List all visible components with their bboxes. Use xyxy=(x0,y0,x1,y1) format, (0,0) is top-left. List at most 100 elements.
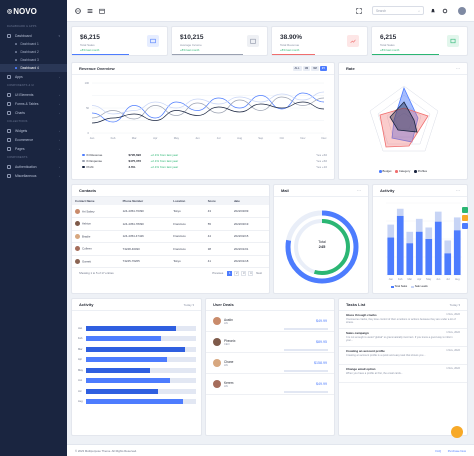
filter-dropdown[interactable]: Today ▾ xyxy=(183,302,194,307)
legend-row-expense: IN Expense $475,376 +2.1% from last year… xyxy=(82,158,327,164)
sidebar-item-pages[interactable]: Pages › xyxy=(0,144,67,153)
pagination-prev[interactable]: Previous xyxy=(212,271,224,275)
bell-icon[interactable] xyxy=(430,8,436,14)
brand-logo[interactable]: ◎ NOVO xyxy=(0,0,67,22)
column-header-score[interactable]: Score xyxy=(204,197,231,205)
sidebar-item-widgets[interactable]: Widgets › xyxy=(0,126,67,135)
deal-row[interactable]: Chane HN $158.99 xyxy=(206,353,334,374)
settings-tool-icon[interactable] xyxy=(462,207,468,213)
chat-fab-button[interactable] xyxy=(451,426,463,438)
tasks-list-card: Tasks List Today ▾ Glass through cracks … xyxy=(338,298,468,436)
search-placeholder: Search xyxy=(376,8,387,13)
task-item[interactable]: Sales campaign It is not enough to avoid… xyxy=(339,329,467,347)
footer: © 2023 Multipurpose Theme. All Rights Re… xyxy=(67,444,474,456)
topbar: Search ⌕ xyxy=(67,0,474,22)
column-header-location[interactable]: Location xyxy=(170,197,205,205)
task-item[interactable]: Glass through cracks If someone cracks, … xyxy=(339,311,467,329)
page-button[interactable]: 1 xyxy=(227,270,233,276)
table-row[interactable]: Ashton 124-4354-78390 Francisco 55 2022/… xyxy=(72,217,269,231)
task-item[interactable]: Change email option When you have a prof… xyxy=(339,365,467,383)
stat-progress xyxy=(72,53,129,55)
more-icon[interactable]: ⋯ xyxy=(357,188,361,193)
chevron-right-icon: › xyxy=(59,128,60,133)
fullscreen-icon[interactable] xyxy=(356,7,362,14)
page-button[interactable]: 3 xyxy=(241,270,247,276)
column-header-name[interactable]: Contact Name xyxy=(72,197,120,205)
bullet-icon xyxy=(15,59,17,61)
tab-1m[interactable]: 1M xyxy=(302,66,311,71)
activity-bar-track xyxy=(86,399,196,405)
tab-6m[interactable]: 6M xyxy=(311,66,319,71)
task-item[interactable]: Creating an account profile Creating an … xyxy=(339,347,467,365)
column-header-date[interactable]: date xyxy=(230,197,269,205)
sidebar-item-miscellaneous[interactable]: Miscellaneous › xyxy=(0,171,67,180)
sidebar-section-title: Collections xyxy=(7,120,28,123)
activity-bar-row: Jan xyxy=(78,323,196,334)
user-avatar[interactable] xyxy=(458,6,466,15)
calendar-icon[interactable] xyxy=(99,8,105,14)
x-tick-label: May xyxy=(174,136,180,140)
table-row[interactable]: Garrett T4245-76265 Tokyo 41 2022/01/18 xyxy=(72,255,269,268)
globe-icon[interactable] xyxy=(75,7,81,14)
sidebar-section-title: Dashboard & Apps xyxy=(7,25,37,28)
avatar xyxy=(213,359,221,367)
pagination-next[interactable]: Next xyxy=(256,271,262,275)
sidebar-subitem-dashboard-4[interactable]: Dashboard 4 xyxy=(0,64,67,72)
search-input[interactable]: Search ⌕ xyxy=(372,6,424,15)
deal-progress xyxy=(284,328,328,330)
deal-progress xyxy=(284,349,328,351)
sidebar-item-forms-tables[interactable]: Forms & Tables › xyxy=(0,99,67,108)
tab-1y[interactable]: 1Y xyxy=(319,66,327,71)
deal-user-name: Pheonix xyxy=(224,338,236,343)
card-header: Rate ⋯ xyxy=(339,63,467,75)
mail-total: Total 245 xyxy=(274,240,370,249)
table-row[interactable]: Bradie 124-4354-47426 Francisco 44 2022/… xyxy=(72,230,269,243)
deal-row[interactable]: Pheonix CEO $89.95 xyxy=(206,332,334,353)
legend-label: Category xyxy=(398,169,411,173)
activity-row-label: Jun xyxy=(78,379,83,383)
table-row[interactable]: Ari Sabey 124-4354-76390 Tokyo 43 2022/0… xyxy=(72,205,269,218)
sidebar-subitem-dashboard-1[interactable]: Dashboard 1 xyxy=(0,40,67,48)
task-title: Sales campaign xyxy=(346,331,369,335)
settings-icon[interactable] xyxy=(442,8,448,14)
sidebar-item-apps[interactable]: Apps › xyxy=(0,72,67,81)
series-line-2 xyxy=(91,101,325,124)
sidebar-item-ecommerce[interactable]: Ecommerce › xyxy=(0,135,67,144)
search-icon[interactable]: ⌕ xyxy=(418,8,420,13)
sidebar-item-label: Apps xyxy=(15,74,23,79)
chevron-right-icon: › xyxy=(59,74,60,79)
theme-tool-icon[interactable] xyxy=(462,215,468,221)
layout-tool-icon[interactable] xyxy=(462,223,468,229)
sidebar-item-dashboard[interactable]: Dashboard ▾ xyxy=(0,31,67,40)
filter-dropdown[interactable]: Today ▾ xyxy=(449,302,460,307)
legend-delta: +2.1% from last year xyxy=(150,153,179,157)
more-icon[interactable]: ⋯ xyxy=(456,188,460,193)
sidebar-subitem-label: Dashboard 4 xyxy=(20,66,39,70)
footer-link-faq[interactable]: FAQ xyxy=(435,448,442,453)
tab-all[interactable]: ALL xyxy=(292,66,302,71)
sidebar-item-label: Dashboard xyxy=(15,33,32,38)
footer-link-purchase[interactable]: Purchase Now xyxy=(447,448,466,453)
page-button[interactable]: 4 xyxy=(248,270,254,276)
task-title: Glass through cracks xyxy=(346,313,377,317)
series-line-0 xyxy=(91,92,325,123)
sidebar-item-authentication[interactable]: Authentication › xyxy=(0,162,67,171)
activity-bar-fill xyxy=(86,399,183,405)
card-header: Activity ⋯ xyxy=(373,185,467,197)
column-header-phone[interactable]: Phone Number xyxy=(119,197,171,205)
activity-legend: Total Sales Sale Leads xyxy=(391,285,428,288)
deal-row[interactable]: Austin HN $49.99 xyxy=(206,311,334,332)
sidebar-item-charts[interactable]: Charts › xyxy=(0,108,67,117)
sidebar-subitem-dashboard-3[interactable]: Dashboard 3 xyxy=(0,56,67,64)
sidebar-item-label: Widgets xyxy=(15,128,28,133)
contact-score: 55 xyxy=(204,217,231,231)
deal-user-name: Kerem xyxy=(224,380,234,385)
deal-row[interactable]: Kerem HN $49.99 xyxy=(206,374,334,395)
sidebar-item-ui-elements[interactable]: UI Elements › xyxy=(0,90,67,99)
menu-icon[interactable] xyxy=(87,8,93,14)
avatar xyxy=(213,338,221,346)
more-icon[interactable]: ⋯ xyxy=(456,66,460,71)
sidebar-subitem-dashboard-2[interactable]: Dashboard 2 xyxy=(0,48,67,56)
table-row[interactable]: Colleen T4248-46490 Francisco 38 2022/01… xyxy=(72,242,269,256)
page-button[interactable]: 2 xyxy=(234,270,240,276)
